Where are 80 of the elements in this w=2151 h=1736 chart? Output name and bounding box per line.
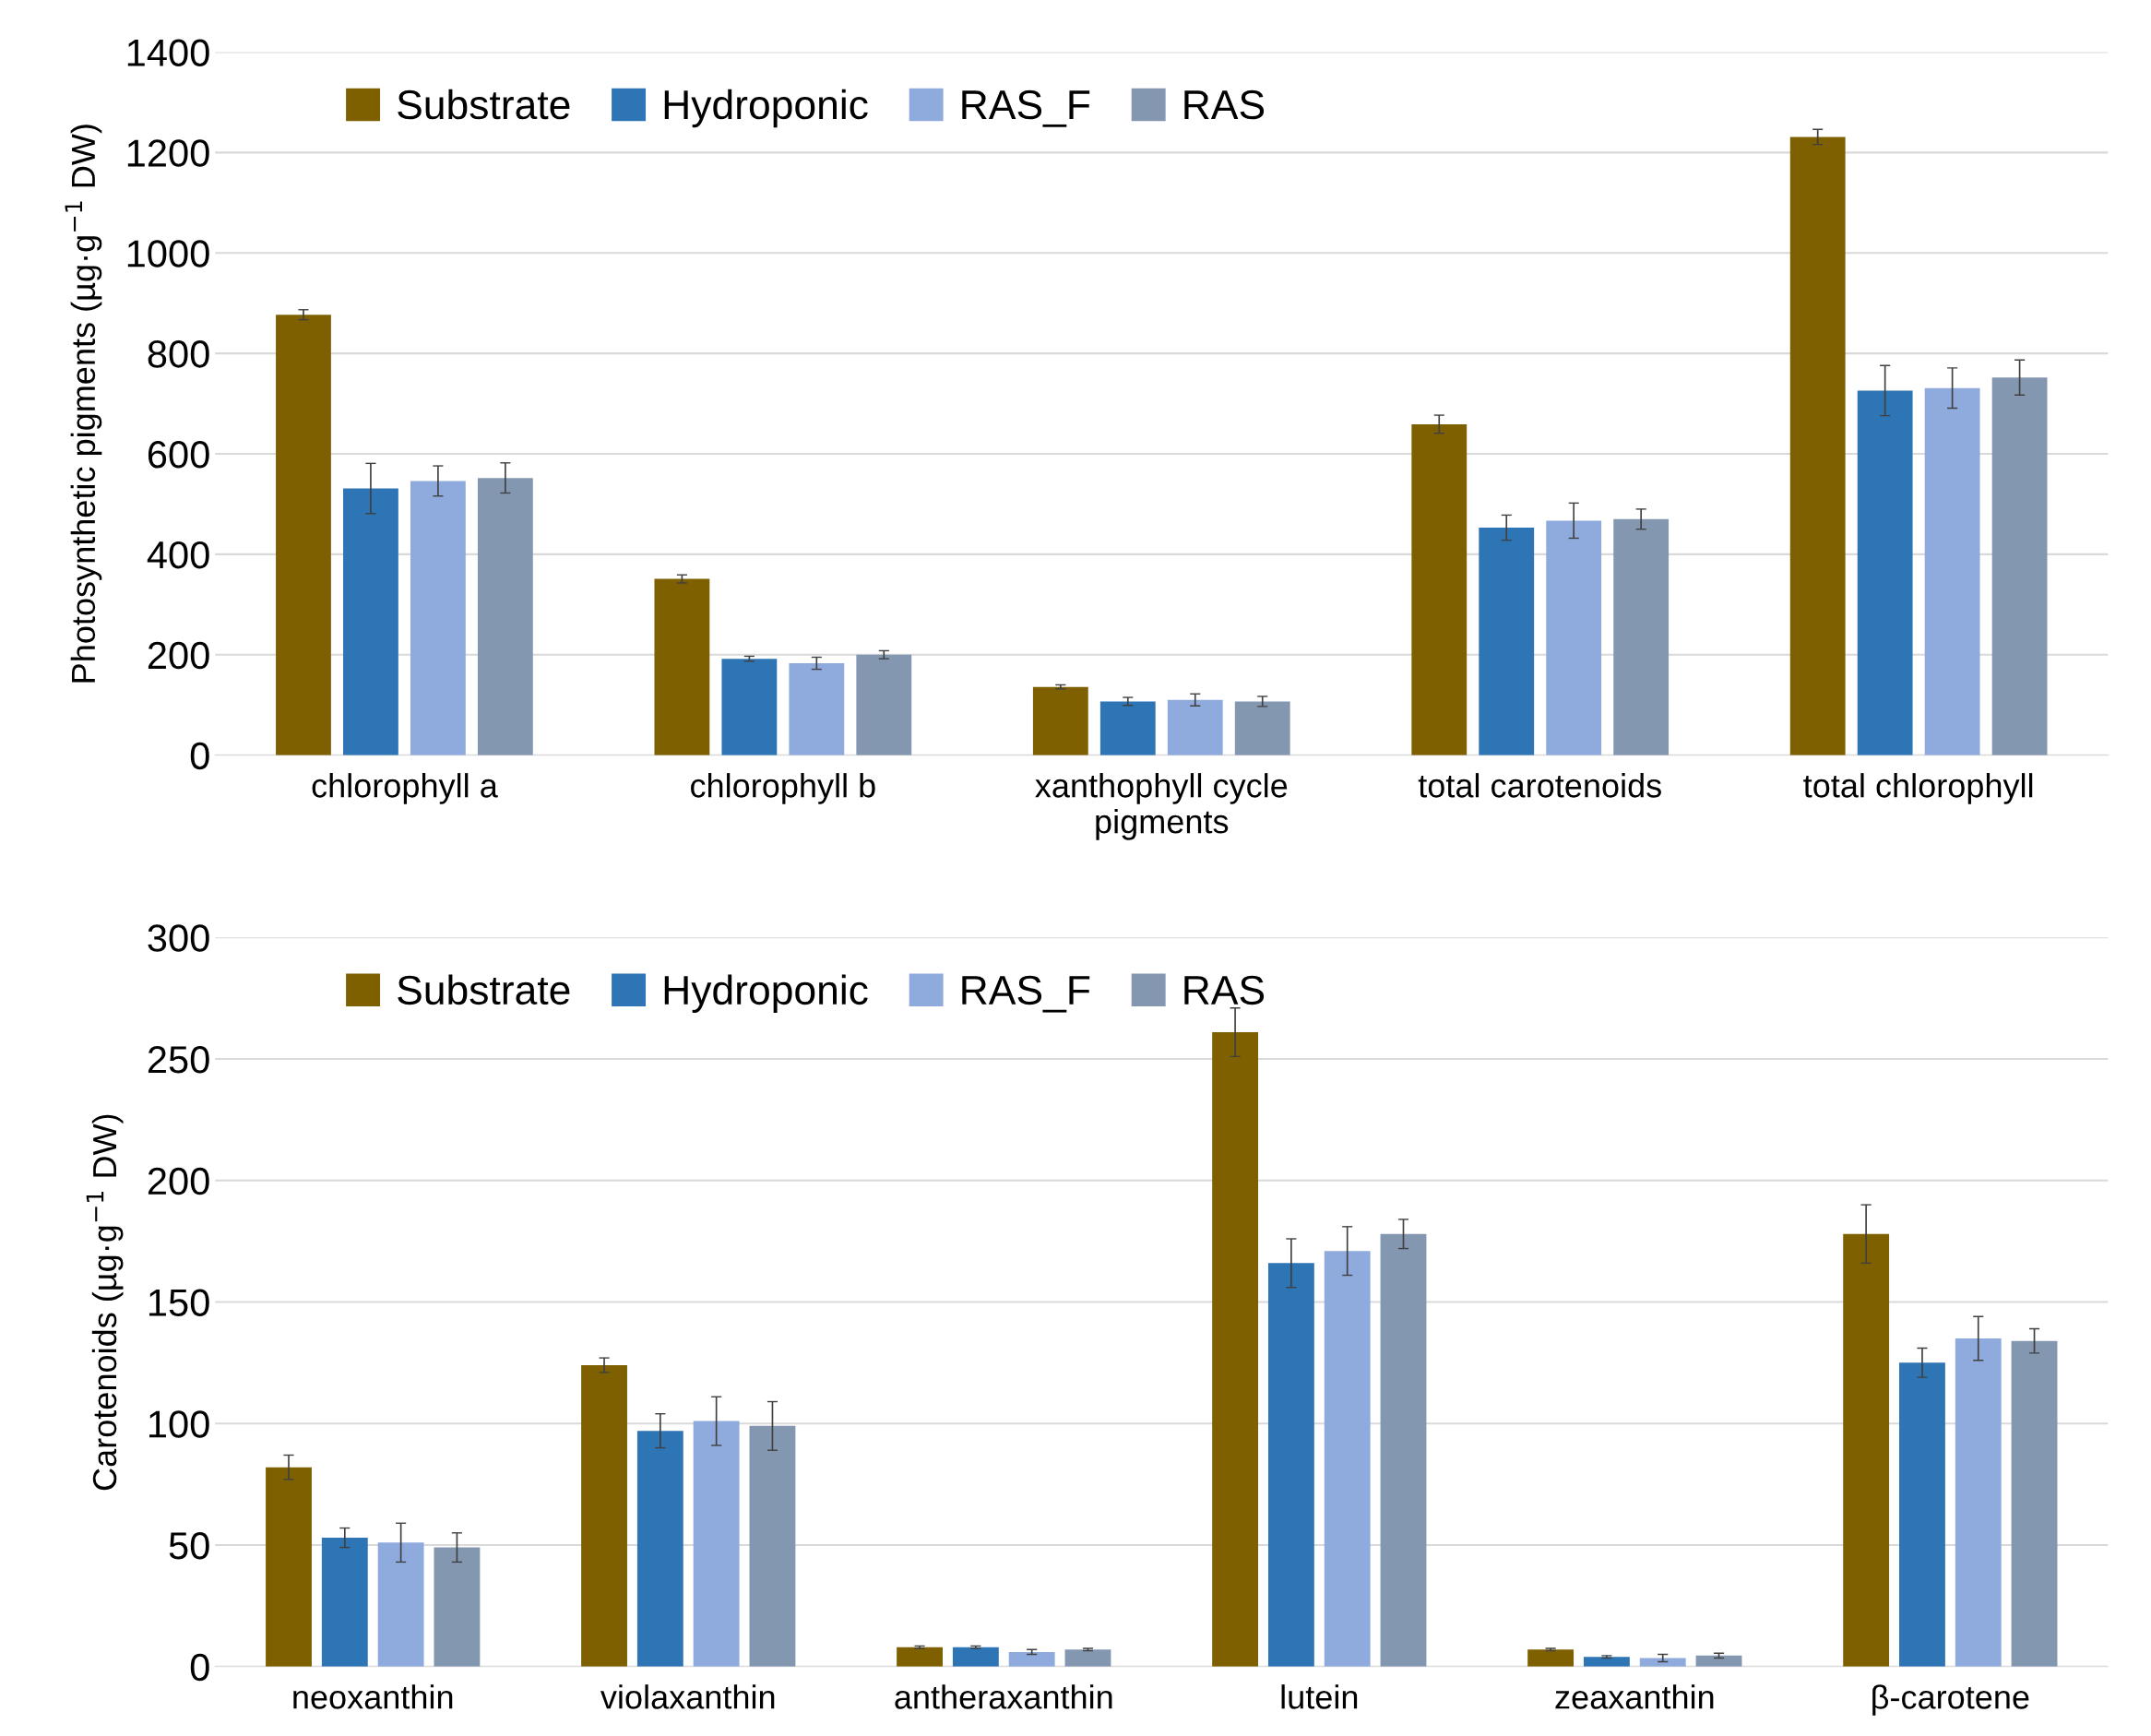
x-tick-label: violaxanthin	[600, 1684, 775, 1709]
bar	[321, 1538, 368, 1667]
x-tick-label: antheraxanthin	[895, 1684, 1112, 1709]
bar	[1527, 1649, 1575, 1667]
x-tick-label: chlorophyll a	[312, 773, 498, 804]
bar	[1167, 699, 1223, 755]
legend-label: Substrate	[398, 974, 570, 1005]
x-tick-label: neoxanthin	[293, 1684, 453, 1709]
bar	[1267, 1263, 1314, 1667]
bar	[477, 478, 533, 755]
x-tick-label: lutein	[1281, 1684, 1358, 1709]
y-tick-label: 250	[148, 1046, 209, 1074]
bar	[1064, 1649, 1111, 1667]
bar	[434, 1547, 481, 1667]
bar	[952, 1647, 999, 1667]
y-tick-label: 800	[148, 340, 209, 368]
legend-label: Substrate	[398, 89, 570, 120]
y-tick-label: 200	[148, 641, 209, 670]
bar	[654, 578, 710, 755]
bar	[2011, 1340, 2058, 1667]
y-tick-label: 1400	[127, 39, 209, 66]
bar	[1411, 423, 1468, 755]
bar	[266, 1467, 312, 1667]
bar	[1380, 1233, 1427, 1667]
y-tick-label: 200	[148, 1167, 209, 1195]
bar	[856, 654, 912, 755]
bar	[1613, 518, 1670, 755]
y-tick-label: 300	[148, 924, 209, 952]
legend-label: Hydroponic	[664, 89, 868, 128]
y-axis-title: Photosynthetic pigments (µg·g$^{−1}$ DW)	[65, 125, 102, 683]
legend-label: Hydroponic	[664, 974, 868, 1013]
bar	[789, 663, 845, 755]
bar	[1479, 528, 1535, 755]
y-tick-label: 1000	[127, 240, 209, 268]
bar	[1639, 1658, 1686, 1667]
bar	[1789, 137, 1846, 755]
x-tick-label: β-carotene	[1872, 1684, 2029, 1716]
bar	[410, 481, 466, 755]
legend-label: RAS_F	[962, 89, 1090, 127]
bar	[343, 488, 398, 755]
y-tick-label: 50	[169, 1531, 209, 1560]
y-tick-label: 0	[190, 1653, 209, 1682]
bar	[1212, 1032, 1259, 1667]
bar	[581, 1365, 627, 1667]
bar	[693, 1421, 740, 1667]
bar	[1857, 390, 1913, 755]
legend-label: RAS	[1184, 975, 1265, 1005]
x-tick-label: chlorophyll b	[691, 773, 875, 804]
bar	[721, 659, 778, 755]
bar	[1899, 1362, 1945, 1667]
bar	[1324, 1251, 1371, 1667]
bar	[1991, 377, 2048, 755]
x-tick-label: xanthophyll cycle pigments	[1035, 773, 1288, 840]
x-tick-label: total carotenoids	[1418, 773, 1661, 798]
y-tick-label: 1200	[127, 139, 209, 167]
bar	[897, 1647, 943, 1667]
bar	[1032, 686, 1088, 755]
legend-label: RAS	[1184, 89, 1265, 120]
legend-label: RAS_F	[962, 975, 1090, 1013]
bar	[1546, 520, 1602, 755]
y-tick-label: 600	[148, 441, 209, 469]
y-tick-label: 0	[190, 742, 209, 770]
y-tick-label: 150	[149, 1289, 209, 1317]
bar	[276, 315, 331, 755]
bar	[1099, 701, 1156, 755]
bar	[1695, 1655, 1742, 1667]
bar	[1008, 1651, 1055, 1667]
bar	[1843, 1233, 1890, 1667]
bar	[636, 1431, 683, 1667]
y-axis-title: Carotenoids (µg·g$^{−1}$ DW)	[86, 1114, 124, 1491]
bar	[1583, 1657, 1630, 1667]
x-tick-label: zeaxanthin	[1555, 1684, 1714, 1709]
x-tick-label: total chlorophyll	[1803, 773, 2033, 804]
bar	[1234, 701, 1290, 755]
y-tick-label: 400	[147, 541, 209, 569]
bar	[749, 1425, 796, 1667]
bar	[377, 1542, 424, 1667]
y-tick-label: 100	[149, 1410, 209, 1438]
bar	[1955, 1338, 2002, 1667]
bar	[1924, 387, 1980, 755]
